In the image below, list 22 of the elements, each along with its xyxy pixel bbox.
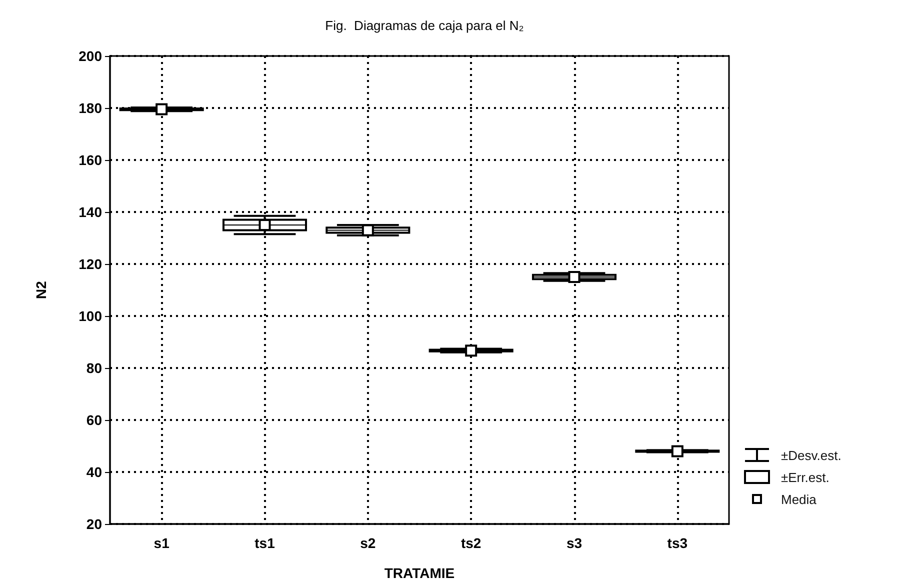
y-tick-label: 160 <box>78 152 102 168</box>
text: Media <box>781 492 816 506</box>
y-tick-label: 20 <box>86 516 102 532</box>
y-axis-title: N2 <box>33 280 49 299</box>
y-tick-label: 60 <box>86 412 102 428</box>
x-tick-label: ts3 <box>667 535 688 551</box>
x-tick-label: ts1 <box>254 535 276 551</box>
x-tick-label: s1 <box>154 535 170 551</box>
y-tick-label: 140 <box>78 204 102 220</box>
text: ±Desv.est. <box>781 448 842 462</box>
y-tick-label: 40 <box>86 464 102 480</box>
y-tick-label: 200 <box>78 48 102 64</box>
y-tick-label: 80 <box>86 360 102 376</box>
x-axis-title: TRATAMIE <box>384 565 455 581</box>
text: ±Err.est. <box>781 470 830 484</box>
y-tick-label: 180 <box>78 100 102 116</box>
y-tick-label: 100 <box>78 308 102 324</box>
y-tick-label: 120 <box>78 256 102 272</box>
x-tick-label: s2 <box>360 535 376 551</box>
x-tick-label: ts2 <box>460 535 482 551</box>
chart-title: Fig. Diagramas de caja para el N₂ <box>325 18 524 33</box>
x-tick-label: s3 <box>566 535 582 551</box>
